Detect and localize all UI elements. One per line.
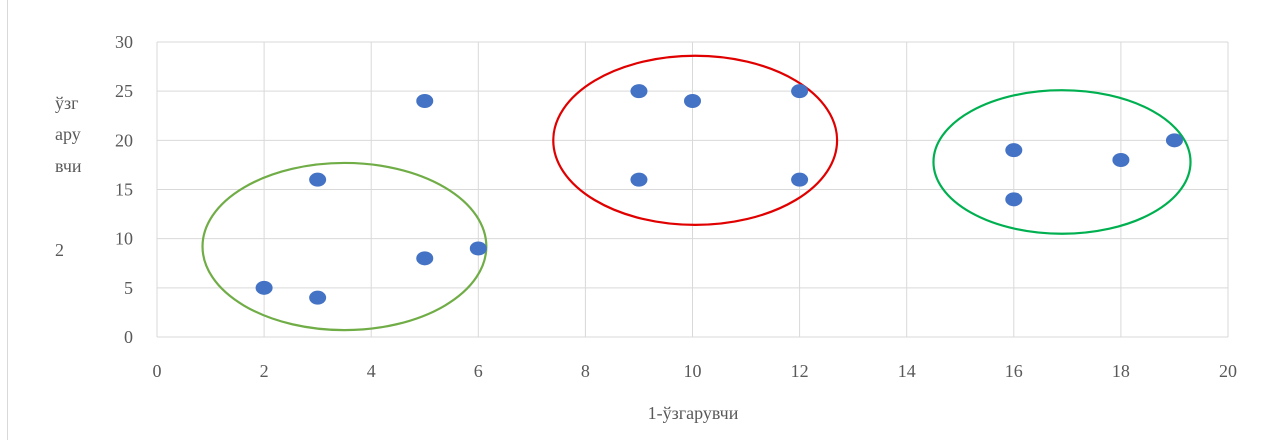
x-tick-label: 0 [153, 361, 162, 381]
x-tick-label: 20 [1219, 361, 1237, 381]
data-point [416, 251, 434, 266]
y-tick-label: 5 [124, 278, 133, 298]
data-point [416, 94, 434, 108]
x-tick-label: 10 [684, 361, 702, 381]
data-point [1112, 153, 1130, 167]
y-tick-label: 30 [115, 32, 133, 52]
x-axis-title: 1-ўзгарувчи [648, 403, 739, 423]
x-tick-label: 14 [898, 361, 916, 381]
data-point [630, 84, 648, 99]
y-tick-label: 15 [115, 180, 133, 200]
x-tick-label: 8 [581, 361, 590, 381]
y-tick-labels: 0 5 10 15 20 25 30 [115, 32, 133, 347]
y-axis-title-line: ару [55, 124, 81, 144]
y-axis-title-line: ўзг [55, 93, 79, 113]
y-axis-title: ўзг ару вчи 2 [55, 93, 82, 260]
cluster-ellipse [932, 89, 1192, 235]
data-point [309, 172, 327, 187]
cluster-ellipse [201, 161, 488, 332]
data-point [469, 241, 487, 256]
x-tick-label: 4 [367, 361, 376, 381]
chart-frame-edge [7, 0, 8, 440]
y-tick-label: 0 [124, 327, 133, 347]
data-point [791, 172, 809, 187]
data-points [255, 84, 1183, 305]
x-tick-label: 12 [791, 361, 809, 381]
data-point [255, 280, 273, 295]
y-tick-label: 10 [115, 229, 133, 249]
x-tick-labels: 0 2 4 6 8 10 12 14 16 18 20 [153, 361, 1238, 381]
grid-lines [156, 41, 1229, 338]
y-tick-label: 25 [115, 81, 133, 101]
y-axis-title-line: вчи [55, 156, 82, 176]
data-point [1005, 192, 1023, 207]
x-tick-label: 6 [474, 361, 483, 381]
x-tick-label: 18 [1112, 361, 1130, 381]
data-point [1165, 133, 1183, 148]
data-point [1005, 143, 1023, 158]
x-tick-label: 2 [260, 361, 269, 381]
cluster-ellipse [552, 54, 839, 226]
data-point [791, 84, 809, 99]
data-point [684, 94, 701, 108]
x-tick-label: 16 [1005, 361, 1023, 381]
data-point [630, 172, 648, 187]
y-tick-label: 20 [115, 130, 133, 150]
y-axis-title-line: 2 [55, 240, 64, 260]
data-point [309, 290, 327, 305]
